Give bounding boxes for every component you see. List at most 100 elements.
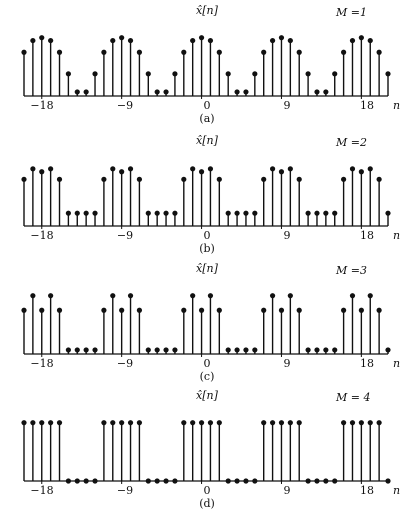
stem-plot-c (21, 293, 391, 357)
stem-dot (358, 35, 364, 41)
stem-dot (110, 293, 116, 299)
stem-dot (83, 478, 89, 484)
stem-marker (243, 210, 249, 226)
stem-dot (190, 293, 196, 299)
stem-marker (376, 49, 382, 96)
panel-c: x̂[n] M =3 −18 −9 0 9 18 n (c) (0, 258, 415, 385)
stem-dot (385, 71, 391, 77)
stem-marker (110, 293, 116, 354)
stem-dot (261, 176, 267, 182)
stem-dot (287, 420, 293, 426)
stem-marker (39, 35, 45, 96)
tick-label: 9 (283, 357, 291, 370)
stem-marker (136, 49, 143, 96)
stem-marker (207, 420, 214, 481)
stem-marker (83, 478, 89, 484)
stem-dot (323, 89, 329, 95)
tick-label: 18 (360, 357, 374, 370)
stem-marker (269, 37, 276, 96)
stem-marker (119, 35, 125, 96)
stem-dot (83, 210, 89, 216)
stem-marker (252, 347, 258, 354)
stem-dot (74, 89, 80, 95)
m-annotation: M =3 (336, 264, 367, 277)
stem-dot (385, 478, 391, 484)
stem-dot (56, 176, 63, 182)
stem-marker (385, 478, 391, 484)
stem-marker (30, 166, 36, 226)
stem-marker (332, 347, 338, 354)
stem-marker (163, 478, 169, 484)
stem-marker (101, 49, 107, 96)
tick-label: −18 (30, 484, 54, 497)
stem-dot (163, 89, 169, 95)
stem-dot (101, 307, 107, 313)
stem-dot (216, 49, 222, 55)
stem-marker (341, 49, 347, 96)
stem-dot (145, 210, 151, 216)
stem-marker (154, 347, 160, 354)
stem-marker (323, 210, 329, 226)
stem-dot (314, 210, 320, 216)
x-axis-label: n (393, 357, 401, 370)
stem-marker (287, 37, 293, 96)
stem-marker (314, 89, 320, 96)
stem-marker (323, 347, 329, 354)
stem-dot (358, 307, 364, 313)
stem-marker (314, 478, 320, 484)
stem-dot (48, 420, 54, 426)
stem-marker (145, 347, 151, 354)
stem-marker (234, 347, 240, 354)
stem-marker (216, 176, 222, 226)
stem-dot (92, 71, 98, 77)
stem-dot (56, 307, 63, 313)
tick-label: −9 (116, 357, 134, 370)
stem-dot (110, 166, 116, 172)
stem-dot (136, 176, 143, 182)
stem-marker (110, 420, 116, 481)
panel-title: x̂[n] (196, 134, 218, 147)
stem-marker (145, 478, 151, 484)
stem-dot (110, 37, 116, 44)
m-annotation: M =2 (336, 136, 367, 149)
panel-title: x̂[n] (196, 262, 218, 275)
stem-dot (225, 210, 231, 216)
stem-dot (207, 166, 214, 172)
stem-marker (269, 420, 276, 481)
stem-marker (287, 420, 293, 481)
stem-dot (101, 49, 107, 55)
stem-dot (136, 49, 143, 55)
stem-dot (225, 478, 231, 484)
stem-dot (252, 71, 258, 77)
stem-marker (181, 307, 187, 354)
stem-marker (65, 71, 71, 96)
stem-dot (305, 478, 311, 484)
stem-dot (119, 307, 125, 313)
stem-marker (261, 307, 267, 354)
stem-marker (216, 307, 222, 354)
stem-dot (92, 347, 98, 353)
stem-dot (181, 307, 187, 313)
stem-dot (367, 293, 373, 299)
stem-dot (56, 420, 63, 426)
stem-marker (305, 210, 311, 226)
panel-caption: (d) (199, 497, 215, 510)
stem-dot (92, 478, 98, 484)
stem-marker (163, 89, 169, 96)
stem-dot (332, 210, 338, 216)
stem-marker (349, 293, 356, 354)
stem-marker (234, 210, 240, 226)
stem-marker (358, 420, 364, 481)
stem-marker (198, 307, 205, 354)
stem-marker (323, 89, 329, 96)
stem-dot (323, 210, 329, 216)
stem-dot (48, 293, 54, 299)
stem-dot (296, 420, 302, 426)
stem-dot (119, 169, 125, 175)
stem-marker (92, 71, 98, 96)
tick-label: 18 (360, 99, 374, 112)
stem-dot (385, 210, 391, 216)
stem-marker (358, 169, 364, 226)
stem-marker (136, 307, 143, 354)
stem-marker (39, 169, 45, 226)
